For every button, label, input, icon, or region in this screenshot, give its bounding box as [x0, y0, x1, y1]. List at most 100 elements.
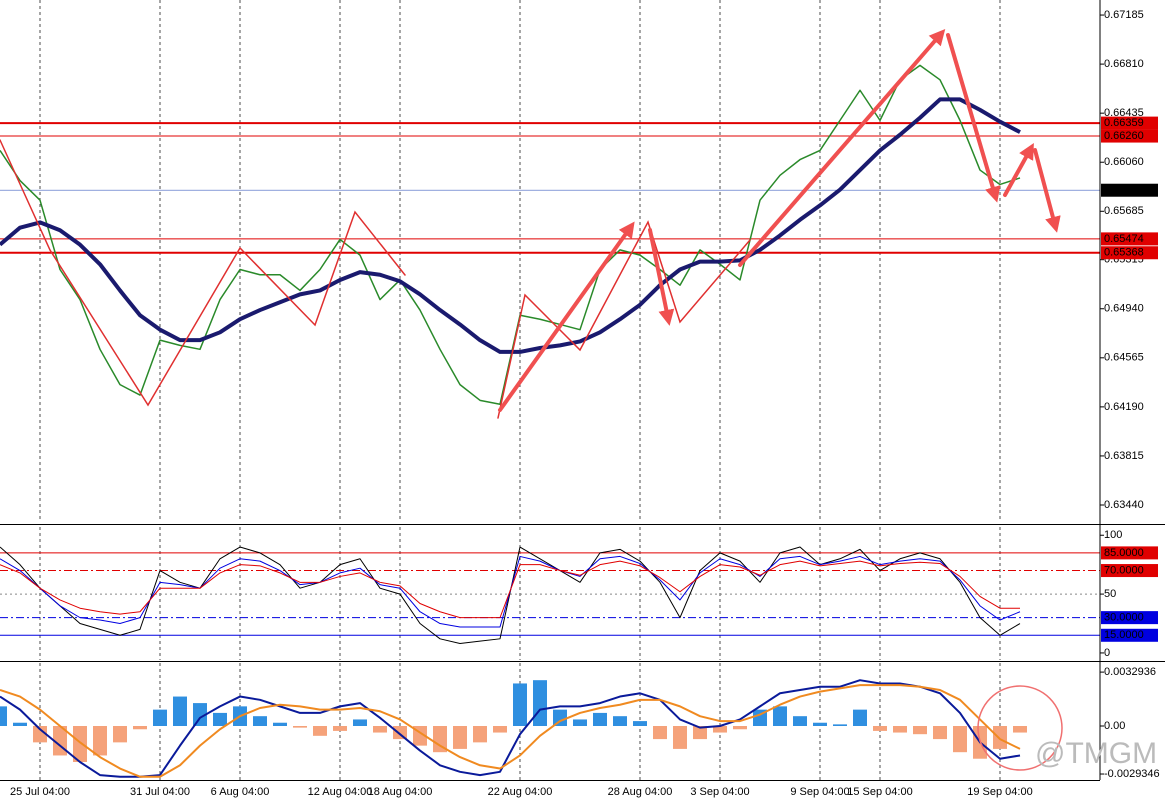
level-label-box [1101, 232, 1158, 246]
x-tick-label: 9 Sep 04:00 [790, 786, 849, 798]
x-tick-label: 12 Aug 04:00 [308, 786, 373, 798]
histogram-bar [33, 726, 47, 743]
level-label: 0.65474 [1104, 233, 1144, 245]
x-tick-label: 31 Jul 04:00 [130, 786, 190, 798]
level-label: 0.65846 [1104, 184, 1144, 196]
histogram-bar [613, 716, 627, 726]
x-tick-label: 28 Aug 04:00 [608, 786, 673, 798]
histogram-bar [73, 726, 87, 762]
histogram-bar [893, 726, 907, 733]
histogram-bar [853, 709, 867, 726]
x-tick-label: 15 Sep 04:00 [847, 786, 912, 798]
histogram-bar [313, 726, 327, 736]
histogram-bar [13, 722, 27, 726]
level-label: 85.0000 [1104, 547, 1144, 559]
histogram-bar [773, 706, 787, 726]
histogram-bar [0, 706, 7, 726]
histogram-bar [273, 722, 287, 726]
x-tick-label: 18 Aug 04:00 [368, 786, 433, 798]
y-tick-label: 0.0032936 [1104, 666, 1156, 678]
histogram-bar [113, 726, 127, 743]
histogram-bar [213, 712, 227, 726]
y-tick-label: 50 [1104, 588, 1116, 600]
series-line [0, 560, 1020, 619]
histogram-bar [793, 716, 807, 726]
zigzag [0, 139, 406, 407]
y-tick-label: 0.64940 [1104, 303, 1144, 315]
x-tick-label: 25 Jul 04:00 [10, 786, 70, 798]
y-tick-label: 100 [1104, 529, 1122, 541]
zigzag [497, 220, 751, 419]
histogram-bar [133, 726, 147, 730]
histogram-bar [513, 683, 527, 726]
histogram-bar [873, 726, 887, 731]
histogram-bar [933, 726, 947, 740]
histogram-bar [913, 726, 927, 735]
x-tick-label: 6 Aug 04:00 [211, 786, 270, 798]
y-tick-label: 0.00 [1104, 720, 1125, 732]
histogram-bar [993, 726, 1007, 749]
histogram-bar [353, 719, 367, 726]
x-tick-label: 19 Sep 04:00 [967, 786, 1032, 798]
y-tick-label: 0.63815 [1104, 450, 1144, 462]
level-label-box [1101, 116, 1158, 130]
y-tick-label: 0.65685 [1104, 205, 1144, 217]
histogram-bar [253, 716, 267, 726]
highlight-circle [977, 685, 1063, 771]
level-label-box [1101, 546, 1158, 560]
arrow [648, 228, 675, 326]
watermark: @TMGM [1035, 737, 1157, 770]
histogram-bar [373, 726, 387, 733]
y-tick-label: 0.66810 [1104, 58, 1144, 70]
histogram-bar [333, 726, 347, 731]
histogram-bar [673, 726, 687, 749]
level-label: 0.66359 [1104, 117, 1144, 129]
histogram-bar [733, 726, 747, 730]
histogram-bar [553, 709, 567, 726]
histogram-bar [953, 726, 967, 753]
drawings [0, 28, 1063, 771]
y-tick-label: 0.67185 [1104, 9, 1144, 21]
arrow [498, 221, 635, 412]
histogram-bar [833, 724, 847, 726]
level-label-box [1101, 129, 1158, 143]
arrow [1003, 143, 1034, 197]
level-label: 30.0000 [1104, 612, 1144, 624]
y-tick-label: 0.64565 [1104, 352, 1144, 364]
series-line [0, 684, 1021, 778]
histogram-bar [153, 709, 167, 726]
arrow [1033, 148, 1061, 233]
histogram-bar [1013, 726, 1027, 733]
histogram-bar [713, 726, 727, 733]
histogram-bar [533, 680, 547, 726]
histogram-bar [433, 726, 447, 753]
arrow [738, 28, 946, 267]
histogram-bar [293, 726, 307, 728]
y-tick-label: 0.64190 [1104, 401, 1144, 413]
arrow [946, 33, 1001, 203]
histogram-bar [573, 719, 587, 726]
level-label: 15.0000 [1104, 629, 1144, 641]
histogram-bar [173, 696, 187, 726]
y-tick-label: 0.66060 [1104, 156, 1144, 168]
x-tick-label: 22 Aug 04:00 [488, 786, 553, 798]
level-label: 0.66260 [1104, 130, 1144, 142]
histogram-bar [473, 726, 487, 743]
level-label-box [1101, 564, 1158, 578]
x-tick-label: 3 Sep 04:00 [690, 786, 749, 798]
series-line [0, 679, 1021, 778]
y-tick-label: -0.0029346 [1104, 768, 1160, 780]
level-label-box [1101, 611, 1158, 625]
histogram-bar [493, 726, 507, 733]
level-label-box [1101, 183, 1158, 197]
y-tick-label: 0.66435 [1104, 107, 1144, 119]
y-tick-label: 0 [1104, 647, 1110, 659]
level-label: 70.0000 [1104, 564, 1144, 576]
series-line [0, 97, 1021, 354]
histogram-bar [193, 703, 207, 726]
level-label-box [1101, 246, 1158, 260]
histogram-bar [453, 726, 467, 749]
level-label: 0.65368 [1104, 247, 1144, 259]
histogram-bar [653, 726, 667, 740]
